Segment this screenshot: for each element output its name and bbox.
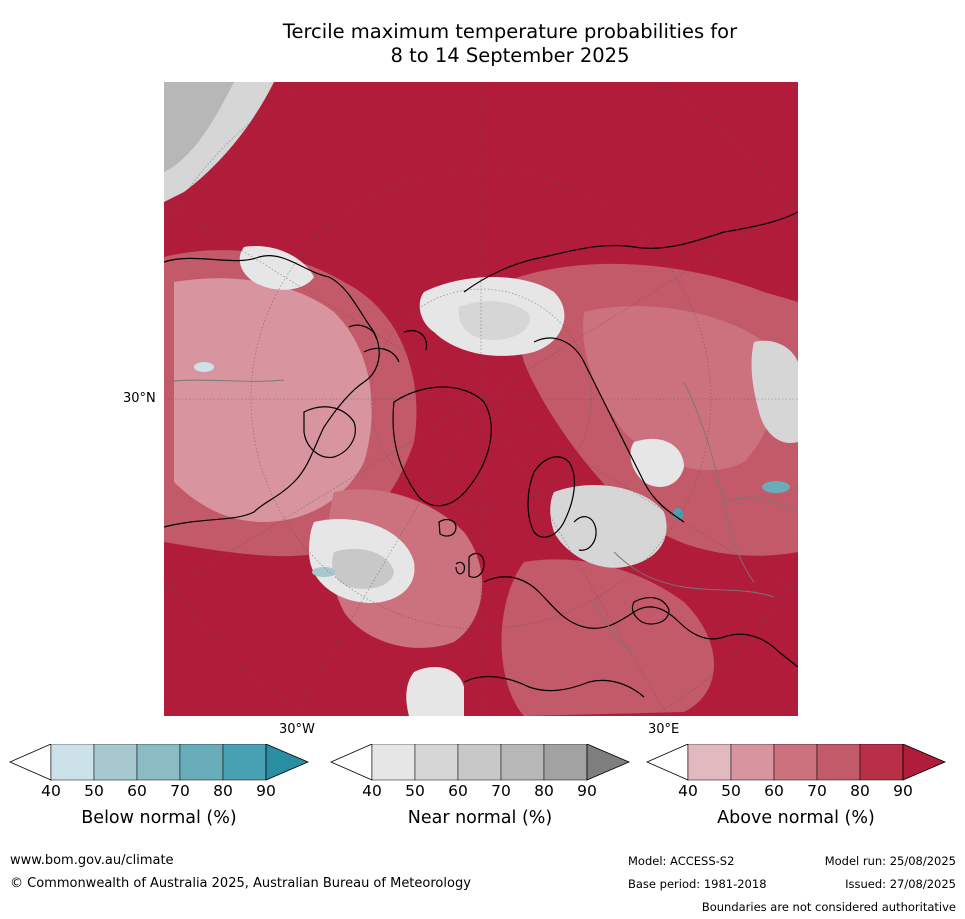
- above-colorbar-tick-80: 80: [850, 782, 870, 800]
- below-colorbar-bin-60: [136, 744, 181, 781]
- below-colorbar-bin-70: [179, 744, 224, 781]
- coast-baltic: [573, 516, 597, 551]
- model-text: Model: ACCESS-S2: [628, 854, 735, 868]
- title-line-1: Tercile maximum temperature probabilitie…: [282, 20, 738, 43]
- near-colorbar-tick-60: 60: [448, 782, 468, 800]
- near-normal-east-siberia: [751, 340, 798, 443]
- below-colorbar-tick-40: 40: [41, 782, 61, 800]
- probability-map: [164, 82, 798, 716]
- colorbar-above-graphic: [646, 744, 947, 781]
- coast-north-america: [164, 255, 380, 528]
- below-normal-patch-2: [762, 481, 790, 493]
- disclaimer-text: Boundaries are not considered authoritat…: [701, 900, 956, 914]
- near-colorbar-bin-40: [371, 744, 416, 781]
- near-colorbar-bin-60: [457, 744, 502, 781]
- coastlines: [164, 211, 798, 698]
- colorbar-above-title: Above normal (%): [717, 808, 875, 828]
- near-colorbar-tick-90: 90: [577, 782, 597, 800]
- colorbar-near-ticks: 40 50 60 70 80 90: [330, 782, 650, 802]
- coast-british-isles: [455, 552, 485, 578]
- above-colorbar-bin-40: [687, 744, 732, 781]
- near-colorbar-tick-50: 50: [405, 782, 425, 800]
- coast-scandinavia: [527, 456, 575, 538]
- title-line-2: 8 to 14 September 2025: [390, 44, 630, 67]
- map-canvas: [164, 82, 798, 716]
- below-colorbar-bin-40: [50, 744, 95, 781]
- latitude-label-30n: 30°N: [123, 391, 156, 406]
- near-colorbar-tick-80: 80: [534, 782, 554, 800]
- coast-canadian-archipelago: [348, 324, 428, 363]
- above-colorbar-bin-70: [816, 744, 861, 781]
- longitude-label-30w: 30°W: [279, 722, 315, 737]
- coast-greenland: [392, 386, 492, 507]
- above-60-zone-north-america: [174, 278, 372, 522]
- below-colorbar-tick-70: 70: [170, 782, 190, 800]
- near-normal-arctic-core: [458, 301, 530, 340]
- above-colorbar-bin-80: [859, 744, 904, 781]
- near-colorbar-bin-80: [543, 744, 588, 781]
- above-colorbar-low-extension: [646, 744, 689, 781]
- coast-hudson-bay: [303, 406, 356, 459]
- below-normal-patch-4: [673, 508, 683, 520]
- graticule: [164, 82, 798, 716]
- above-colorbar-bin-60: [773, 744, 818, 781]
- coast-iceland: [438, 518, 457, 537]
- coast-eurasia: [463, 211, 798, 293]
- colorbar-near-title: Near normal (%): [407, 808, 553, 828]
- near-normal-russia-west: [630, 438, 684, 487]
- near-normal-scandinavia: [550, 484, 667, 568]
- near-normal-pacific-light: [164, 82, 274, 202]
- coast-siberia: [533, 337, 685, 523]
- issued-text: Issued: 27/08/2025: [845, 877, 956, 891]
- above-60-zone-siberia: [583, 306, 775, 471]
- below-colorbar-bin-50: [93, 744, 138, 781]
- colorbar-above-ticks: 40 50 60 70 80 90: [646, 782, 965, 802]
- colorbar-below-title: Below normal (%): [81, 808, 237, 828]
- below-colorbar-high-extension: [265, 744, 310, 781]
- above-70-zone-europe: [501, 559, 714, 716]
- near-colorbar-tick-70: 70: [491, 782, 511, 800]
- near-colorbar-bin-70: [500, 744, 545, 781]
- near-normal-north-pacific-corner: [164, 82, 234, 172]
- above-colorbar-tick-70: 70: [807, 782, 827, 800]
- colorbar-above-normal: [646, 744, 947, 784]
- near-normal-iberia: [406, 667, 464, 716]
- near-colorbar-bin-50: [414, 744, 459, 781]
- near-colorbar-high-extension: [586, 744, 631, 781]
- above-colorbar-high-extension: [902, 744, 947, 781]
- above-colorbar-tick-50: 50: [721, 782, 741, 800]
- below-normal-patch-1: [312, 567, 336, 577]
- above-colorbar-tick-60: 60: [764, 782, 784, 800]
- above-colorbar-tick-90: 90: [893, 782, 913, 800]
- colorbar-near-normal: [330, 744, 631, 784]
- coast-europe: [483, 576, 798, 668]
- below-normal-patch-3: [194, 362, 214, 372]
- below-colorbar-tick-90: 90: [256, 782, 276, 800]
- coast-mediterranean: [463, 676, 645, 698]
- coast-black-sea: [631, 596, 670, 625]
- colorbar-near-graphic: [330, 744, 631, 781]
- colorbar-below-ticks: 40 50 60 70 80 90: [9, 782, 329, 802]
- map-title: Tercile maximum temperature probabilitie…: [160, 20, 860, 68]
- below-colorbar-tick-80: 80: [213, 782, 233, 800]
- base-period-text: Base period: 1981-2018: [628, 877, 767, 891]
- above-colorbar-bin-50: [730, 744, 775, 781]
- below-colorbar-tick-50: 50: [84, 782, 104, 800]
- boundaries: [164, 379, 798, 658]
- below-colorbar-bin-80: [222, 744, 267, 781]
- near-colorbar-tick-40: 40: [362, 782, 382, 800]
- longitude-label-30e: 30°E: [648, 722, 680, 737]
- near-colorbar-low-extension: [330, 744, 373, 781]
- website-link[interactable]: www.bom.gov.au/climate: [10, 853, 174, 868]
- below-colorbar-low-extension: [9, 744, 52, 781]
- above-colorbar-tick-40: 40: [678, 782, 698, 800]
- near-normal-atlantic-core: [332, 548, 394, 589]
- colorbar-below-normal: [9, 744, 310, 784]
- below-colorbar-tick-60: 60: [127, 782, 147, 800]
- colorbar-below-graphic: [9, 744, 310, 781]
- copyright-text: © Commonwealth of Australia 2025, Austra…: [10, 876, 471, 891]
- model-run-text: Model run: 25/08/2025: [824, 854, 956, 868]
